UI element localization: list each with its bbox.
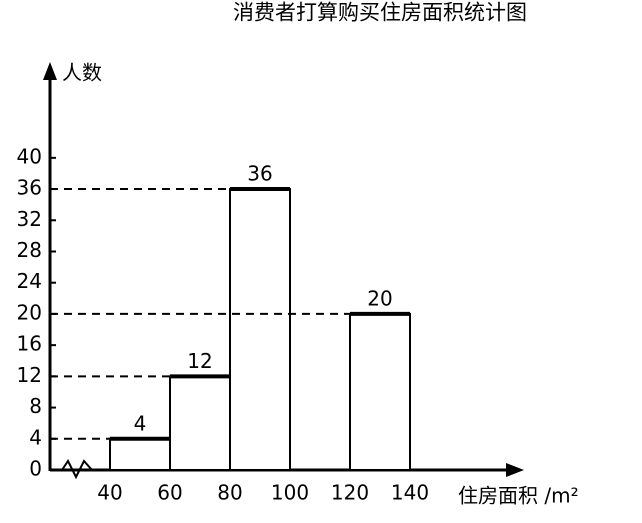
y-tick-label: 20 xyxy=(17,300,42,324)
data-label: 20 xyxy=(367,286,392,310)
y-tick-label: 0 xyxy=(29,457,42,481)
bar xyxy=(169,375,231,471)
y-tick-label: 16 xyxy=(17,332,42,356)
x-tick-label: 120 xyxy=(331,481,369,505)
x-tick-label: 40 xyxy=(97,481,122,505)
data-label: 36 xyxy=(247,162,272,186)
y-tick-label: 28 xyxy=(17,238,42,262)
x-tick-label: 80 xyxy=(217,481,242,505)
data-label: 12 xyxy=(187,349,212,373)
y-tick-label: 8 xyxy=(29,394,42,418)
x-tick-label: 60 xyxy=(157,481,182,505)
y-tick-label: 32 xyxy=(17,207,42,231)
bar xyxy=(229,188,291,471)
y-axis-arrow xyxy=(43,62,57,80)
x-axis-label: 住房面积 /m² xyxy=(458,484,579,508)
chart-title: 消费者打算购买住房面积统计图 xyxy=(233,1,527,25)
data-label: 4 xyxy=(134,411,147,435)
y-tick-label: 12 xyxy=(17,363,42,387)
x-axis-arrow xyxy=(506,463,524,477)
x-tick-label: 140 xyxy=(391,481,429,505)
y-axis-label: 人数 xyxy=(62,61,102,85)
y-tick-label: 36 xyxy=(17,176,42,200)
y-tick-label: 4 xyxy=(29,425,42,449)
y-tick-label: 24 xyxy=(17,269,42,293)
axis-break xyxy=(61,459,93,480)
y-tick-label: 40 xyxy=(17,144,42,168)
bar xyxy=(349,312,411,471)
x-tick-label: 100 xyxy=(271,481,309,505)
bar xyxy=(109,437,171,471)
